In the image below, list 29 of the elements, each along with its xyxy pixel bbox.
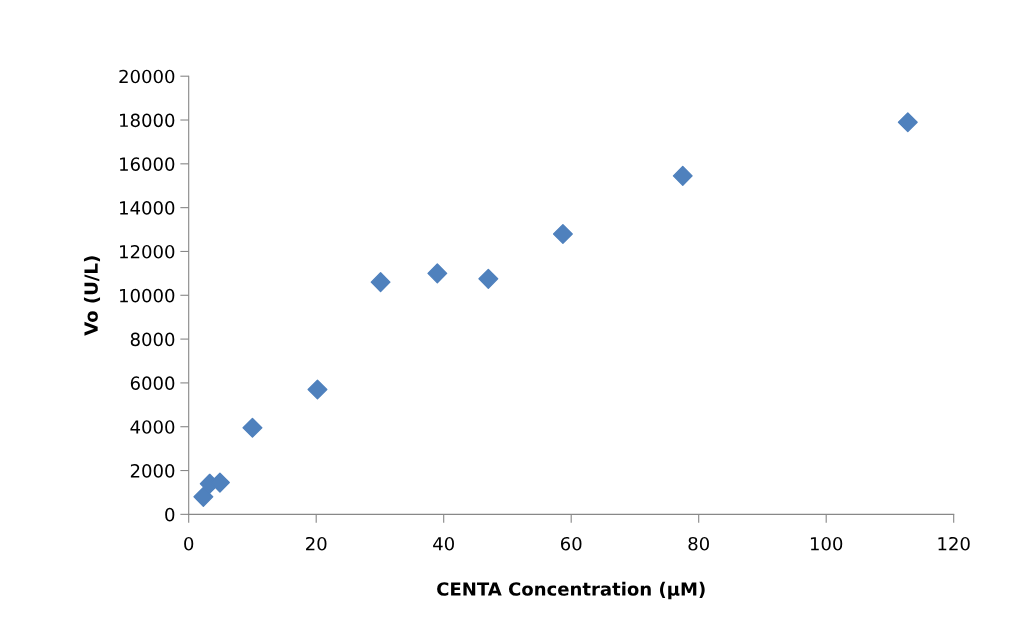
y-tick-label: 20000	[119, 69, 175, 84]
y-tick-label: 4000	[130, 420, 175, 434]
x-tick-label: 80	[688, 536, 709, 551]
point	[307, 379, 328, 400]
y-tick-label: 2000	[130, 463, 175, 478]
point	[242, 417, 263, 438]
x-tick-label: 0	[184, 536, 194, 551]
x-tick-label: 100	[810, 536, 843, 551]
point	[897, 112, 918, 133]
y-tick-label: 0	[165, 507, 175, 522]
x-tick-label: 120	[938, 536, 970, 551]
y-tick-label: 10000	[120, 288, 175, 303]
point	[370, 272, 391, 293]
x-tick-label: 40	[433, 536, 454, 551]
y-tick-label: 6000	[130, 376, 175, 391]
y-tick-label: 14000	[120, 201, 175, 215]
x-axis-title: CENTA Concentration (μM)	[437, 581, 705, 600]
y-tick-label: 8000	[130, 332, 175, 347]
x-tick-label: 20	[306, 536, 327, 551]
point	[193, 486, 214, 507]
y-tick-label: 18000	[120, 113, 175, 128]
point	[478, 268, 499, 289]
point	[552, 223, 573, 244]
point	[427, 263, 448, 284]
y-tick-label: 12000	[120, 244, 175, 259]
y-axis-title: Vo (U/L)	[83, 256, 101, 336]
x-tick-label: 60	[560, 536, 582, 551]
y-tick-label: 16000	[120, 157, 175, 171]
point	[672, 165, 693, 186]
